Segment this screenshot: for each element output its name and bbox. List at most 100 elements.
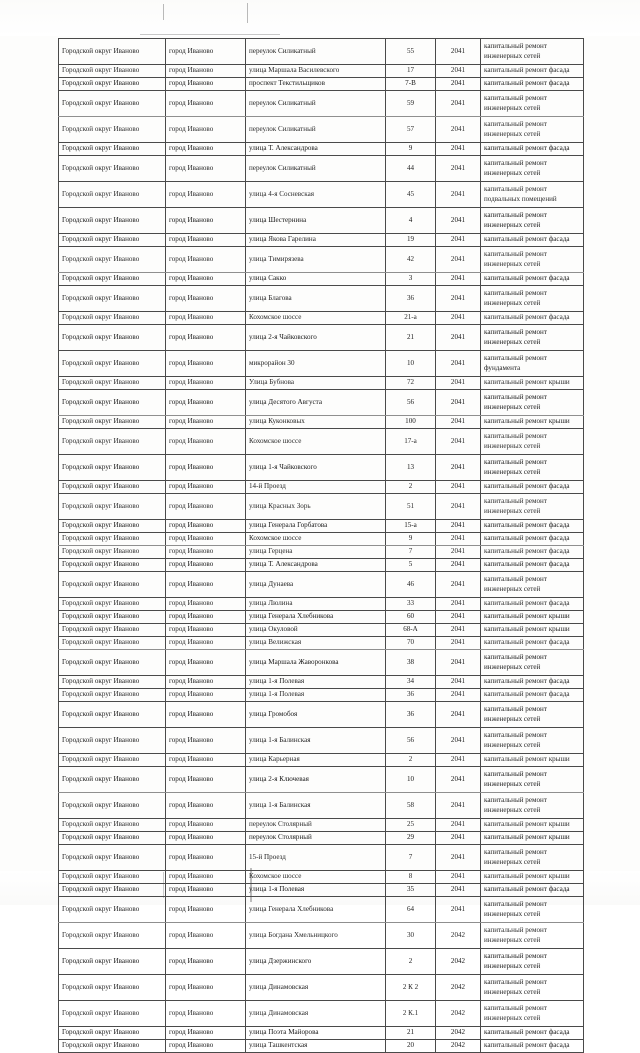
cell-okrug: Городской округ Иваново — [58, 766, 166, 793]
cell-street: улица Окуловой — [245, 623, 386, 637]
table-row: Городской округ Иваново город Иваново улиц… — [58, 272, 584, 286]
table-row: Городской округ Иваново город Иваново улиц… — [58, 623, 584, 637]
cell-street: переулок Силикатный — [245, 155, 386, 182]
cell-house: 5 — [385, 558, 436, 572]
cell-city: город Иваново — [165, 311, 246, 325]
cell-house: 70 — [385, 636, 436, 650]
cell-house: 45 — [385, 181, 436, 208]
cell-okrug: Городской округ Иваново — [58, 974, 166, 1001]
cell-city: город Иваново — [165, 376, 246, 390]
cell-work: капитальный ремонт фасада — [480, 480, 584, 494]
cell-year: 2041 — [435, 116, 481, 143]
table-row: Городской округ Иваново город Иваново улиц… — [58, 974, 584, 1001]
cell-work: капитальный ремонт фасада — [480, 545, 584, 559]
cell-house: 56 — [385, 727, 436, 754]
cell-city: город Иваново — [165, 454, 246, 481]
cell-okrug: Городской округ Иваново — [58, 623, 166, 637]
capital-repair-registry-table: Городской округ Иваново город Иваново пере… — [58, 38, 584, 1053]
cell-okrug: Городской округ Иваново — [58, 246, 166, 273]
cell-work: капитальный ремонт крыши — [480, 818, 584, 832]
cell-street: переулок Силикатный — [245, 90, 386, 117]
cell-year: 2041 — [435, 64, 481, 78]
cell-okrug: Городской округ Иваново — [58, 870, 166, 884]
cell-city: город Иваново — [165, 493, 246, 520]
cell-city: город Иваново — [165, 181, 246, 208]
cell-year: 2041 — [435, 610, 481, 624]
cell-okrug: Городской округ Иваново — [58, 727, 166, 754]
cell-work: капитальный ремонт инженерных сетей — [480, 922, 584, 949]
cell-street: улица 1-я Балинская — [245, 727, 386, 754]
registration-rule-top — [140, 34, 280, 35]
cell-year: 2041 — [435, 207, 481, 234]
table-row: Городской округ Иваново город Иваново улиц… — [58, 1039, 584, 1053]
cell-year: 2041 — [435, 311, 481, 325]
cell-city: город Иваново — [165, 480, 246, 494]
cell-street: улица 2-я Ключевая — [245, 766, 386, 793]
cell-street: Кохомское шоссе — [245, 532, 386, 546]
cell-street: улица Куконковых — [245, 415, 386, 429]
cell-okrug: Городской округ Иваново — [58, 77, 166, 91]
cell-year: 2041 — [435, 870, 481, 884]
cell-street: проспект Текстильщиков — [245, 77, 386, 91]
cell-okrug: Городской округ Иваново — [58, 207, 166, 234]
cell-city: город Иваново — [165, 532, 246, 546]
cell-work: капитальный ремонт инженерных сетей — [480, 1000, 584, 1027]
cell-house: 10 — [385, 350, 436, 377]
cell-house: 21 — [385, 324, 436, 351]
cell-work: капитальный ремонт инженерных сетей — [480, 896, 584, 923]
table-row: Городской округ Иваново город Иваново пере… — [58, 38, 584, 65]
cell-year: 2041 — [435, 389, 481, 416]
cell-work: капитальный ремонт крыши — [480, 870, 584, 884]
cell-okrug: Городской округ Иваново — [58, 493, 166, 520]
cell-work: капитальный ремонт инженерных сетей — [480, 90, 584, 117]
registration-mark-top-right — [247, 3, 248, 23]
cell-year: 2041 — [435, 883, 481, 897]
cell-street: 14-й Проезд — [245, 480, 386, 494]
cell-year: 2041 — [435, 532, 481, 546]
cell-city: город Иваново — [165, 610, 246, 624]
table-row: Городской округ Иваново город Иваново улиц… — [58, 649, 584, 676]
cell-city: город Иваново — [165, 688, 246, 702]
cell-house: 4 — [385, 207, 436, 234]
cell-city: город Иваново — [165, 77, 246, 91]
cell-city: город Иваново — [165, 428, 246, 455]
cell-year: 2042 — [435, 1026, 481, 1040]
cell-house: 72 — [385, 376, 436, 390]
cell-city: город Иваново — [165, 623, 246, 637]
table-row: Городской округ Иваново город Иваново микр… — [58, 350, 584, 377]
cell-street: улица 4-я Сосневская — [245, 181, 386, 208]
cell-city: город Иваново — [165, 649, 246, 676]
cell-city: город Иваново — [165, 207, 246, 234]
cell-house: 29 — [385, 831, 436, 845]
cell-street: улица Маршала Жаворонкова — [245, 649, 386, 676]
cell-house: 44 — [385, 155, 436, 182]
table-row: Городской округ Иваново город Иваново улиц… — [58, 1026, 584, 1040]
cell-house: 8 — [385, 870, 436, 884]
cell-okrug: Городской округ Иваново — [58, 90, 166, 117]
table-row: Городской округ Иваново город Иваново улиц… — [58, 896, 584, 923]
cell-street: переулок Силикатный — [245, 116, 386, 143]
cell-work: капитальный ремонт фасада — [480, 519, 584, 533]
cell-okrug: Городской округ Иваново — [58, 792, 166, 819]
registration-mark-top-left — [163, 4, 164, 20]
table-row: Городской округ Иваново город Иваново улиц… — [58, 688, 584, 702]
cell-okrug: Городской округ Иваново — [58, 532, 166, 546]
table-row: Городской округ Иваново город Иваново улиц… — [58, 415, 584, 429]
cell-street: переулок Столярный — [245, 818, 386, 832]
cell-city: город Иваново — [165, 636, 246, 650]
cell-street: Кохомское шоссе — [245, 870, 386, 884]
cell-work: капитальный ремонт фасада — [480, 1026, 584, 1040]
cell-street: Улица Бубнова — [245, 376, 386, 390]
cell-year: 2041 — [435, 90, 481, 117]
cell-year: 2041 — [435, 415, 481, 429]
cell-house: 7 — [385, 545, 436, 559]
cell-street: улица Дзержинского — [245, 948, 386, 975]
cell-street: улица 1-я Полевая — [245, 675, 386, 689]
cell-street: улица 2-я Чайковского — [245, 324, 386, 351]
cell-street: улица 1-я Балинская — [245, 792, 386, 819]
cell-work: капитальный ремонт фасада — [480, 558, 584, 572]
cell-house: 68-А — [385, 623, 436, 637]
cell-okrug: Городской округ Иваново — [58, 181, 166, 208]
cell-house: 2 — [385, 480, 436, 494]
cell-city: город Иваново — [165, 116, 246, 143]
